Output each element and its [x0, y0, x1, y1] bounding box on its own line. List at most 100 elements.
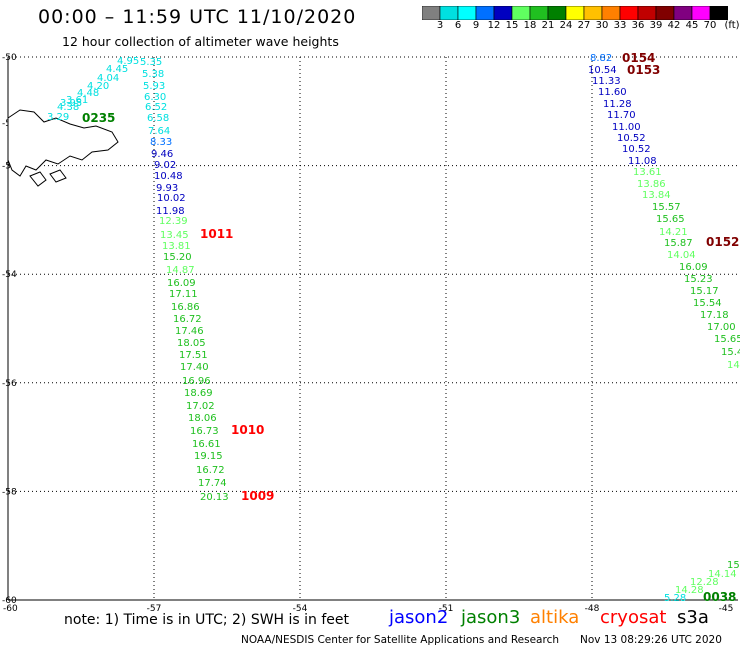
- pass-time-label: 1011: [200, 227, 233, 241]
- swh-value-east: 15.65: [656, 214, 685, 225]
- color-scale-tick: 42: [667, 20, 681, 31]
- swh-value-east: 15.87: [664, 238, 693, 249]
- swh-value-west: 3.61: [66, 95, 88, 106]
- legend-jason3: jason3: [461, 607, 521, 628]
- pass-time-label: 0154: [622, 51, 655, 65]
- swh-value-west: 5.93: [143, 81, 165, 92]
- swh-value-west: 7.64: [148, 126, 170, 137]
- pass-time-label: 0153: [627, 63, 660, 77]
- swh-value-west: 14.87: [166, 265, 195, 276]
- swh-value-west: 17.40: [180, 362, 209, 373]
- swh-value-east: 15.54: [693, 298, 722, 309]
- swh-value-east: 10.54: [588, 65, 617, 76]
- swh-value-east: 11.70: [607, 110, 636, 121]
- swh-value-southeast: 14.14: [708, 569, 737, 580]
- swh-value-west: 6.30: [144, 92, 166, 103]
- color-scale-tick: 30: [595, 20, 609, 31]
- pass-time-label: 1010: [231, 423, 264, 437]
- swh-value-west: 20.13: [200, 492, 229, 503]
- x-edge-label: -60: [3, 604, 18, 614]
- color-scale-tick: 45: [685, 20, 699, 31]
- swh-value-southeast: 14.28: [675, 585, 704, 596]
- swh-value-east: 10.52: [622, 144, 651, 155]
- y-tick-partial: -5: [2, 119, 11, 129]
- swh-value-east: 15.4: [721, 347, 740, 358]
- legend-jason2: jason2: [389, 607, 449, 628]
- credit-timestamp: Nov 13 08:29:26 UTC 2020: [580, 634, 722, 646]
- x-tick-label: -54: [293, 604, 308, 614]
- swh-value-west: 18.69: [184, 388, 213, 399]
- swh-value-east: 8.82: [590, 53, 612, 64]
- swh-value-east: 11.08: [628, 156, 657, 167]
- legend-s3a: s3a: [677, 607, 709, 628]
- y-tick-label: -58: [2, 487, 17, 497]
- pass-time-label: 0235: [82, 111, 115, 125]
- y-tick-label: -54: [2, 270, 17, 280]
- swh-value-west: 5.35: [140, 57, 162, 68]
- swh-value-west: 17.74: [198, 478, 227, 489]
- y-tick-label: -60: [2, 596, 17, 606]
- swh-value-east: 17.18: [700, 310, 729, 321]
- swh-value-west: 17.02: [186, 401, 215, 412]
- swh-value-east: 11.28: [603, 99, 632, 110]
- x-tick-label: -45: [719, 604, 734, 614]
- pass-time-label: 0152: [706, 235, 739, 249]
- legend-altika: altika: [530, 607, 580, 628]
- swh-value-east: 14.21: [659, 227, 688, 238]
- color-scale-tick: 24: [559, 20, 573, 31]
- color-scale-tick: 9: [472, 20, 480, 31]
- swh-value-southeast: 15.: [727, 560, 740, 571]
- swh-value-west: 11.98: [156, 206, 185, 217]
- swh-value-west: 4.20: [87, 81, 109, 92]
- swh-value-southeast: 5.28: [664, 593, 686, 604]
- swh-value-west: 12.39: [159, 216, 188, 227]
- swh-value-west: 10.48: [154, 171, 183, 182]
- swh-value-west: 4.04: [97, 73, 119, 84]
- swh-value-west: 3.29: [47, 112, 69, 123]
- color-scale-tick: 70: [703, 20, 717, 31]
- swh-value-west: 15.20: [163, 252, 192, 263]
- swh-value-east: 17.00: [707, 322, 736, 333]
- swh-value-east: 15.23: [684, 274, 713, 285]
- color-scale-tick: 27: [577, 20, 591, 31]
- island-outline: [7, 109, 119, 187]
- swh-value-east: 11.60: [598, 87, 627, 98]
- color-scale-tick: 18: [523, 20, 537, 31]
- y-tick-label: -50: [2, 53, 17, 63]
- swh-value-east: 13.61: [633, 167, 662, 178]
- swh-value-west: 16.72: [173, 314, 202, 325]
- footer-note: note: 1) Time is in UTC; 2) SWH is in fe…: [64, 612, 350, 628]
- swh-value-east: 10.52: [617, 133, 646, 144]
- color-scale-tick: (ft): [724, 20, 740, 31]
- swh-value-west: 4.48: [77, 88, 99, 99]
- swh-value-west: 16.96: [182, 376, 211, 387]
- swh-value-west: 9.46: [151, 149, 173, 160]
- pass-time-label: 1009: [241, 489, 274, 503]
- swh-value-west: 16.61: [192, 439, 221, 450]
- swh-value-east: 11.33: [592, 76, 621, 87]
- color-scale-tick: 39: [649, 20, 663, 31]
- swh-value-west: 6.58: [147, 113, 169, 124]
- swh-value-west: 13.45: [160, 230, 189, 241]
- credit-source: NOAA/NESDIS Center for Satellite Applica…: [241, 634, 559, 646]
- swh-value-west: 6.52: [145, 102, 167, 113]
- swh-value-west: 16.72: [196, 465, 225, 476]
- swh-value-west: 8.33: [150, 137, 172, 148]
- swh-value-east: 11.00: [612, 122, 641, 133]
- swh-value-east: 13.86: [637, 179, 666, 190]
- swh-value-southeast: 12.28: [690, 577, 719, 588]
- x-tick-label: -51: [439, 604, 454, 614]
- swh-value-west: 16.86: [171, 302, 200, 313]
- swh-value-west: 10.02: [157, 193, 186, 204]
- color-scale-tick: 21: [541, 20, 555, 31]
- swh-value-east: 15.57: [652, 202, 681, 213]
- swh-value-west: 13.81: [162, 241, 191, 252]
- color-scale-tick: 15: [505, 20, 519, 31]
- swh-value-west: 19.15: [194, 451, 223, 462]
- color-scale-tick: 6: [454, 20, 462, 31]
- color-scale-tick: 12: [487, 20, 501, 31]
- swh-value-west: 4.38: [57, 102, 79, 113]
- swh-value-west: 18.06: [188, 413, 217, 424]
- swh-value-west: 9.02: [154, 160, 176, 171]
- swh-value-west: 9.93: [156, 183, 178, 194]
